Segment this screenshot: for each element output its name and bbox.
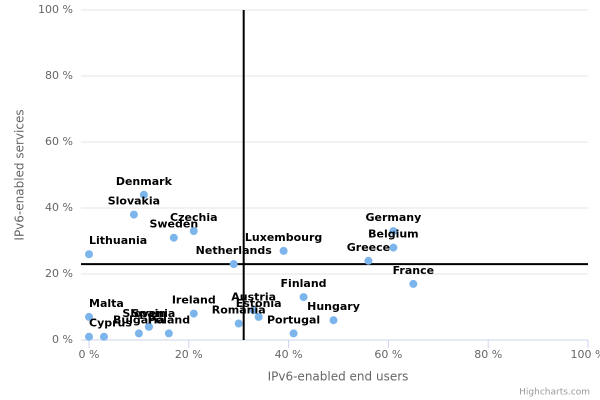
point: [85, 332, 93, 341]
y-tick-label: 0 %: [52, 333, 73, 346]
data-label: Germany: [365, 211, 421, 224]
data-label: Netherlands: [196, 244, 273, 257]
data-label: Spain: [131, 307, 166, 320]
point: [99, 332, 108, 341]
data-label: Romania: [212, 304, 266, 317]
y-tick-label: 40 %: [45, 201, 73, 214]
data-label: Czechia: [170, 211, 217, 224]
data-label: Malta: [89, 297, 124, 310]
point: [164, 329, 173, 338]
y-axis-title: IPv6-enabled services: [13, 109, 27, 240]
data-label: Hungary: [307, 300, 360, 313]
data-label: Slovenia: [122, 307, 175, 320]
data-label: Austria: [231, 290, 276, 303]
data-label: Greece: [347, 241, 390, 254]
point: [85, 250, 93, 259]
x-tick-label: 40 %: [275, 348, 303, 361]
x-tick-label: 0 %: [79, 348, 100, 361]
point: [229, 260, 238, 269]
data-label: Luxembourg: [245, 231, 322, 244]
data-label: Cyprus: [89, 317, 132, 330]
x-tick-label: 20 %: [175, 348, 203, 361]
point: [389, 243, 398, 252]
data-label: Ireland: [172, 294, 216, 307]
point: [139, 190, 148, 199]
point: [389, 227, 398, 236]
point: [169, 233, 178, 242]
point: [129, 210, 138, 219]
x-tick-label: 80 %: [474, 348, 502, 361]
data-label: Bulgaria: [113, 313, 165, 326]
point: [254, 312, 263, 321]
y-tick-label: 20 %: [45, 267, 73, 280]
x-tick-label: 60 %: [374, 348, 402, 361]
data-label: Poland: [148, 313, 191, 326]
data-label: Lithuania: [89, 234, 147, 247]
data-label: Belgium: [368, 228, 419, 241]
data-label: Estonia: [236, 297, 282, 310]
data-label: Portugal: [267, 313, 320, 326]
point: [144, 322, 153, 331]
point: [289, 329, 298, 338]
data-label: Slovakia: [108, 195, 160, 208]
point: [364, 256, 373, 265]
point: [189, 227, 198, 236]
y-tick-label: 60 %: [45, 135, 73, 148]
point: [249, 306, 258, 315]
point: [189, 309, 198, 318]
data-label: Denmark: [116, 175, 173, 188]
point: [234, 319, 243, 328]
data-label: Finland: [281, 277, 327, 290]
point: [299, 293, 308, 302]
y-tick-label: 100 %: [38, 3, 73, 16]
point: [85, 312, 93, 321]
point: [329, 316, 338, 325]
x-axis-title: IPv6-enabled end users: [268, 370, 409, 384]
point: [279, 246, 288, 255]
y-tick-label: 80 %: [45, 69, 73, 82]
x-tick-label: 100 %: [571, 348, 600, 361]
data-label: Sweden: [149, 218, 198, 231]
credit[interactable]: Highcharts.com: [519, 388, 590, 398]
point: [134, 329, 143, 338]
point: [409, 279, 418, 288]
data-label: France: [393, 264, 434, 277]
